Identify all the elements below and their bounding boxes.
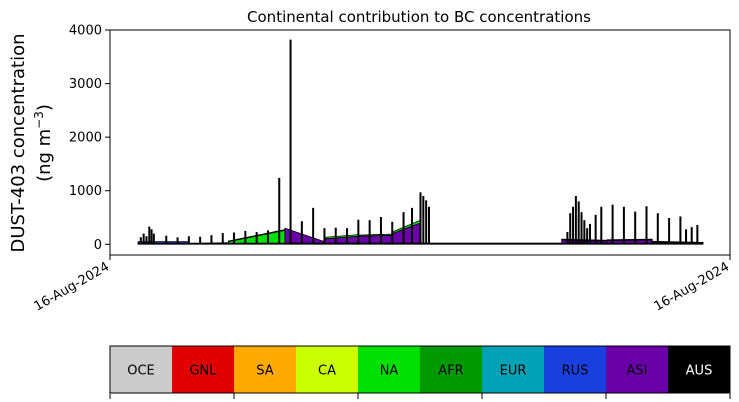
y-axis-unit-prefix: (ng m bbox=[34, 129, 55, 182]
plot-area bbox=[137, 39, 704, 245]
legend-label-sa: SA bbox=[256, 364, 273, 379]
y-axis-label: DUST-403 concentration (ng m−3) bbox=[8, 33, 55, 252]
x-tick-label: 16-Aug-2024 bbox=[652, 259, 732, 314]
legend-swatch-aus bbox=[668, 346, 730, 393]
legend-label-asi: ASI bbox=[627, 364, 648, 379]
legend-swatch-eur bbox=[482, 346, 544, 393]
y-tick-label: 4000 bbox=[69, 24, 102, 39]
chart-title: Continental contribution to BC concentra… bbox=[247, 8, 591, 26]
y-axis-label-line1: DUST-403 concentration bbox=[8, 33, 29, 252]
continent-legend: OCE GNL SA CA NA AFR EUR RUS ASI AUS bbox=[109, 345, 731, 399]
legend-swatch-afr bbox=[420, 346, 482, 393]
legend-label-gnl: GNL bbox=[189, 364, 217, 379]
legend-swatch-na bbox=[358, 346, 420, 393]
legend-swatch-asi bbox=[606, 346, 668, 393]
y-tick-label: 2000 bbox=[69, 131, 102, 146]
legend-label-rus: RUS bbox=[562, 364, 589, 379]
legend-swatch-ca bbox=[296, 346, 358, 393]
plot-frame bbox=[109, 29, 731, 256]
legend-label-eur: EUR bbox=[500, 364, 527, 379]
y-axis-unit-suffix: ) bbox=[34, 104, 55, 111]
y-axis-unit-exponent: −3 bbox=[32, 111, 46, 129]
legend-label-ca: CA bbox=[318, 364, 336, 379]
legend-label-na: NA bbox=[380, 364, 399, 379]
y-axis-label-line2: (ng m−3) bbox=[32, 104, 55, 182]
y-axis-ticks: 0 1000 2000 3000 4000 bbox=[69, 24, 110, 253]
legend-swatch-gnl bbox=[172, 346, 234, 393]
legend-label-oce: OCE bbox=[127, 364, 155, 379]
x-tick-label: 16-Aug-2024 bbox=[32, 259, 112, 314]
legend-swatch-sa bbox=[234, 346, 296, 393]
x-axis-ticks: 16-Aug-2024 16-Aug-2024 bbox=[32, 255, 732, 315]
area-rus bbox=[606, 238, 653, 241]
legend-swatch-rus bbox=[544, 346, 606, 393]
y-tick-label: 3000 bbox=[69, 77, 102, 92]
legend-swatch-oce bbox=[110, 346, 172, 393]
y-tick-label: 1000 bbox=[69, 184, 102, 199]
legend-label-afr: AFR bbox=[438, 364, 463, 379]
legend-frame bbox=[109, 345, 731, 394]
legend-label-aus: AUS bbox=[686, 364, 713, 379]
y-tick-label: 0 bbox=[94, 238, 102, 253]
